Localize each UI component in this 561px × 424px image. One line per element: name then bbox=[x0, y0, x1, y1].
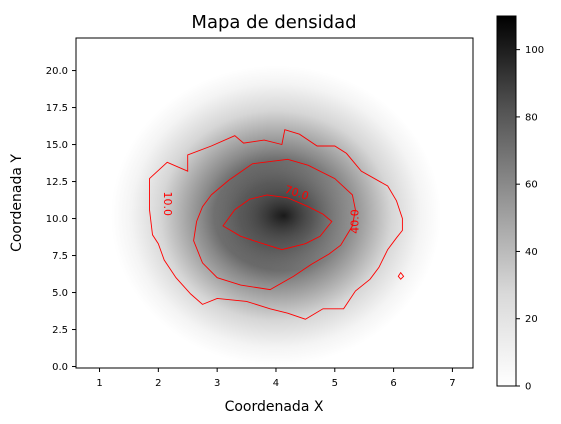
colorbar-tick-label: 60 bbox=[525, 180, 538, 191]
x-tick-label: 3 bbox=[214, 378, 220, 389]
plot-frame bbox=[75, 37, 474, 369]
x-axis-title: Coordenada X bbox=[225, 399, 324, 415]
colorbar-tick-label: 40 bbox=[525, 247, 538, 258]
colorbar-tick-label: 0 bbox=[525, 382, 531, 393]
colorbar: 0 20 40 60 80 100 bbox=[496, 15, 544, 393]
y-tick-label: 2.5 bbox=[52, 325, 68, 336]
x-tick-label: 5 bbox=[332, 378, 338, 389]
colorbar-ticks: 0 20 40 60 80 100 bbox=[516, 45, 544, 393]
colorbar-tick-label: 80 bbox=[525, 112, 538, 123]
y-axis-ticks: 0.0 2.5 5.0 7.5 10.0 12.5 15.0 17.5 20.0 bbox=[46, 66, 76, 373]
x-tick-label: 1 bbox=[96, 378, 102, 389]
contour-label: 40.0 bbox=[348, 209, 361, 234]
y-tick-label: 0.0 bbox=[52, 362, 68, 373]
x-tick-label: 2 bbox=[155, 378, 161, 389]
contour-line-0 bbox=[149, 129, 403, 320]
y-tick-label: 12.5 bbox=[46, 177, 68, 188]
y-tick-label: 7.5 bbox=[52, 251, 68, 262]
y-tick-label: 5.0 bbox=[52, 288, 68, 299]
density-core bbox=[213, 160, 354, 271]
plot-area: 10.040.070.0 bbox=[75, 37, 474, 369]
contour-line-1 bbox=[193, 158, 356, 291]
x-tick-label: 7 bbox=[449, 378, 455, 389]
y-tick-label: 17.5 bbox=[46, 103, 68, 114]
contour-line-3 bbox=[397, 271, 405, 280]
y-axis-title: Coordenada Y bbox=[9, 154, 25, 252]
contour-line-2 bbox=[222, 194, 333, 251]
y-tick-label: 20.0 bbox=[46, 66, 68, 77]
colorbar-tick-label: 100 bbox=[525, 45, 544, 56]
contour-lines bbox=[149, 129, 405, 320]
y-tick-label: 15.0 bbox=[46, 140, 68, 151]
x-axis-ticks: 1 2 3 4 5 6 7 bbox=[96, 368, 456, 389]
contour-label: 10.0 bbox=[161, 191, 174, 216]
colorbar-tick-label: 20 bbox=[525, 314, 538, 325]
y-tick-label: 10.0 bbox=[46, 214, 68, 225]
chart-title: Mapa de densidad bbox=[191, 12, 356, 33]
colorbar-gradient bbox=[496, 15, 517, 387]
x-tick-label: 6 bbox=[390, 378, 396, 389]
x-tick-label: 4 bbox=[273, 378, 279, 389]
